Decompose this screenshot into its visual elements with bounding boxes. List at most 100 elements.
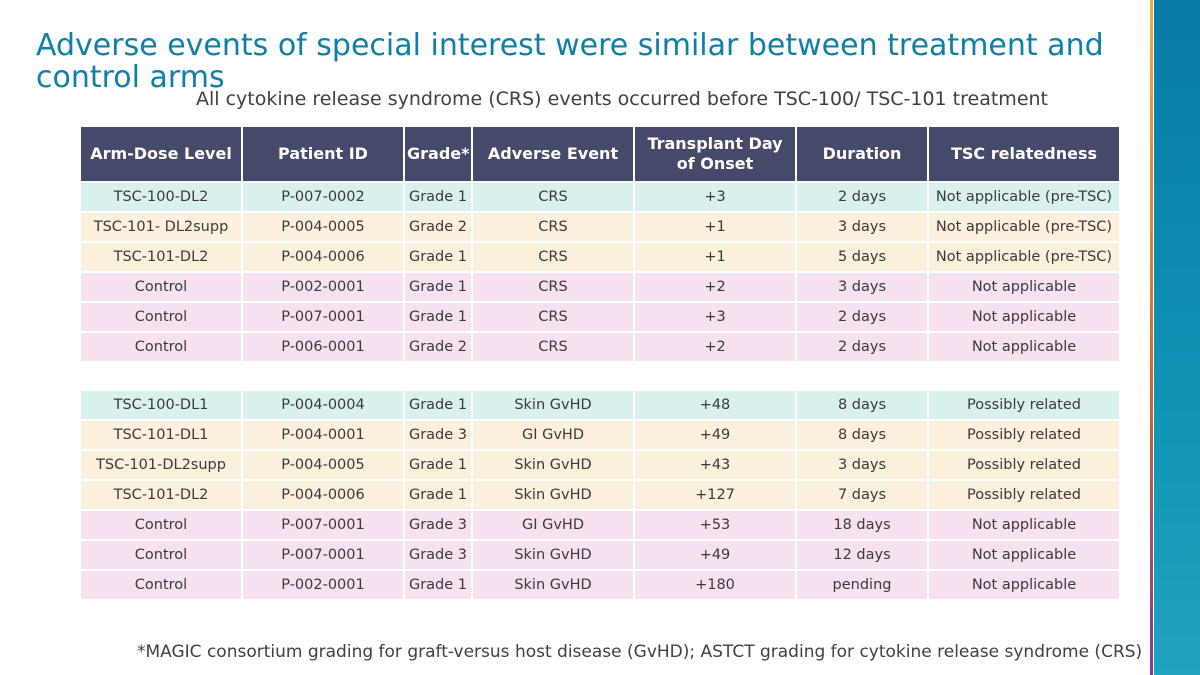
cell-transplant-day-of-onset: +1 xyxy=(635,243,795,271)
cell-duration: 12 days xyxy=(797,541,927,569)
cell-adverse-event: CRS xyxy=(473,303,633,331)
adverse-events-table: Arm-Dose Level Patient ID Grade* Adverse… xyxy=(79,125,1121,601)
cell-patient-id: P-004-0006 xyxy=(243,481,403,509)
cell-arm-dose-level: Control xyxy=(81,511,241,539)
cell-adverse-event: Skin GvHD xyxy=(473,571,633,599)
table-row: TSC-101-DL2 P-004-0006 Grade 1 CRS +1 5 days N… xyxy=(81,243,1119,271)
cell-tsc-relatedness: Not applicable xyxy=(929,303,1119,331)
cell-adverse-event: CRS xyxy=(473,213,633,241)
cell-tsc-relatedness: Not applicable (pre-TSC) xyxy=(929,213,1119,241)
cell-tsc-relatedness: Not applicable xyxy=(929,541,1119,569)
cell-patient-id: P-007-0001 xyxy=(243,511,403,539)
cell-arm-dose-level: TSC-101-DL2supp xyxy=(81,451,241,479)
cell-patient-id: P-006-0001 xyxy=(243,333,403,361)
cell-patient-id: P-004-0004 xyxy=(243,391,403,419)
table-row: Control P-002-0001 Grade 1 Skin GvHD +180 pen… xyxy=(81,571,1119,599)
cell-grade: Grade 1 xyxy=(405,391,471,419)
cell-grade: Grade 1 xyxy=(405,303,471,331)
cell-adverse-event: GI GvHD xyxy=(473,511,633,539)
cell-adverse-event: CRS xyxy=(473,183,633,211)
cell-patient-id: P-004-0006 xyxy=(243,243,403,271)
cell-tsc-relatedness: Possibly related xyxy=(929,451,1119,479)
cell-duration: 8 days xyxy=(797,421,927,449)
table-row: TSC-101-DL1 P-004-0001 Grade 3 GI GvHD +49 8 … xyxy=(81,421,1119,449)
table-row: TSC-101-DL2supp P-004-0005 Grade 1 Skin GvH… xyxy=(81,451,1119,479)
cell-adverse-event: CRS xyxy=(473,273,633,301)
cell-duration: pending xyxy=(797,571,927,599)
table-group-spacer xyxy=(81,363,1119,389)
cell-transplant-day-of-onset: +43 xyxy=(635,451,795,479)
cell-duration: 7 days xyxy=(797,481,927,509)
cell-adverse-event: Skin GvHD xyxy=(473,451,633,479)
cell-transplant-day-of-onset: +3 xyxy=(635,303,795,331)
cell-adverse-event: Skin GvHD xyxy=(473,541,633,569)
cell-patient-id: P-007-0002 xyxy=(243,183,403,211)
cell-tsc-relatedness: Not applicable xyxy=(929,571,1119,599)
cell-arm-dose-level: Control xyxy=(81,273,241,301)
slide-title: Adverse events of special interest were … xyxy=(36,28,1104,95)
header-grade: Grade* xyxy=(405,127,471,181)
cell-duration: 8 days xyxy=(797,391,927,419)
footnote: *MAGIC consortium grading for graft-vers… xyxy=(137,642,1143,662)
cell-grade: Grade 1 xyxy=(405,273,471,301)
cell-grade: Grade 3 xyxy=(405,511,471,539)
cell-patient-id: P-007-0001 xyxy=(243,541,403,569)
cell-adverse-event: Skin GvHD xyxy=(473,481,633,509)
table-row: TSC-101- DL2supp P-004-0005 Grade 2 CRS +1 3 … xyxy=(81,213,1119,241)
cell-duration: 3 days xyxy=(797,273,927,301)
cell-patient-id: P-004-0005 xyxy=(243,213,403,241)
cell-arm-dose-level: Control xyxy=(81,571,241,599)
cell-duration: 3 days xyxy=(797,213,927,241)
cell-grade: Grade 2 xyxy=(405,333,471,361)
cell-grade: Grade 3 xyxy=(405,421,471,449)
cell-arm-dose-level: TSC-100-DL2 xyxy=(81,183,241,211)
cell-transplant-day-of-onset: +180 xyxy=(635,571,795,599)
cell-transplant-day-of-onset: +53 xyxy=(635,511,795,539)
cell-tsc-relatedness: Not applicable xyxy=(929,333,1119,361)
header-tsc-relatedness: TSC relatedness xyxy=(929,127,1119,181)
cell-duration: 3 days xyxy=(797,451,927,479)
cell-arm-dose-level: Control xyxy=(81,541,241,569)
cell-tsc-relatedness: Possibly related xyxy=(929,481,1119,509)
cell-transplant-day-of-onset: +48 xyxy=(635,391,795,419)
header-arm-dose-level: Arm-Dose Level xyxy=(81,127,241,181)
cell-transplant-day-of-onset: +2 xyxy=(635,333,795,361)
cell-patient-id: P-002-0001 xyxy=(243,273,403,301)
table-header-row: Arm-Dose Level Patient ID Grade* Adverse… xyxy=(81,127,1119,181)
cell-tsc-relatedness: Possibly related xyxy=(929,421,1119,449)
cell-grade: Grade 3 xyxy=(405,541,471,569)
table-row: TSC-101-DL2 P-004-0006 Grade 1 Skin GvHD +12… xyxy=(81,481,1119,509)
cell-grade: Grade 2 xyxy=(405,213,471,241)
header-adverse-event: Adverse Event xyxy=(473,127,633,181)
cell-tsc-relatedness: Not applicable (pre-TSC) xyxy=(929,183,1119,211)
cell-grade: Grade 1 xyxy=(405,571,471,599)
cell-tsc-relatedness: Possibly related xyxy=(929,391,1119,419)
cell-transplant-day-of-onset: +3 xyxy=(635,183,795,211)
decorative-edge-bar xyxy=(1150,0,1200,675)
cell-adverse-event: CRS xyxy=(473,333,633,361)
cell-tsc-relatedness: Not applicable (pre-TSC) xyxy=(929,243,1119,271)
cell-duration: 2 days xyxy=(797,333,927,361)
cell-arm-dose-level: Control xyxy=(81,333,241,361)
cell-adverse-event: Skin GvHD xyxy=(473,391,633,419)
cell-grade: Grade 1 xyxy=(405,243,471,271)
cell-patient-id: P-004-0005 xyxy=(243,451,403,479)
cell-adverse-event: GI GvHD xyxy=(473,421,633,449)
cell-transplant-day-of-onset: +2 xyxy=(635,273,795,301)
cell-transplant-day-of-onset: +49 xyxy=(635,421,795,449)
cell-arm-dose-level: TSC-101- DL2supp xyxy=(81,213,241,241)
cell-duration: 2 days xyxy=(797,303,927,331)
cell-arm-dose-level: TSC-100-DL1 xyxy=(81,391,241,419)
cell-transplant-day-of-onset: +49 xyxy=(635,541,795,569)
cell-transplant-day-of-onset: +127 xyxy=(635,481,795,509)
cell-duration: 5 days xyxy=(797,243,927,271)
cell-arm-dose-level: TSC-101-DL1 xyxy=(81,421,241,449)
table-row: TSC-100-DL2 P-007-0002 Grade 1 CRS +3 2 days N… xyxy=(81,183,1119,211)
header-duration: Duration xyxy=(797,127,927,181)
cell-tsc-relatedness: Not applicable xyxy=(929,273,1119,301)
table-row: Control P-007-0001 Grade 3 Skin GvHD +49 12 d… xyxy=(81,541,1119,569)
slide-subtitle: All cytokine release syndrome (CRS) even… xyxy=(196,88,1048,110)
cell-patient-id: P-007-0001 xyxy=(243,303,403,331)
cell-duration: 2 days xyxy=(797,183,927,211)
table-row: Control P-006-0001 Grade 2 CRS +2 2 days Not a… xyxy=(81,333,1119,361)
